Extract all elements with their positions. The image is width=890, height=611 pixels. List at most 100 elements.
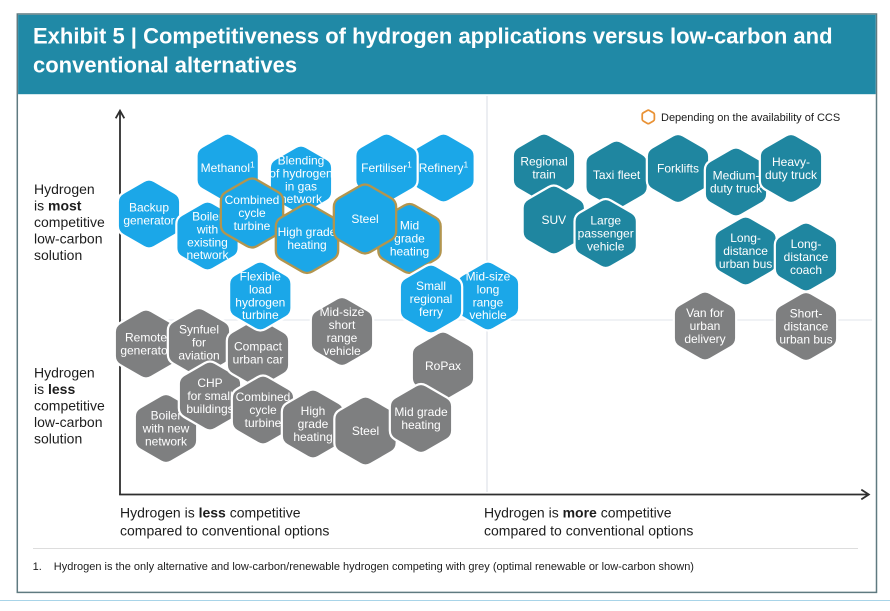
svg-text:conventional alternatives: conventional alternatives: [33, 53, 297, 78]
svg-text:Hydrogen: Hydrogen: [34, 364, 95, 380]
svg-text:Hydrogen is the only alternati: Hydrogen is the only alternative and low…: [54, 561, 694, 573]
svg-text:competitive: competitive: [34, 398, 105, 414]
svg-text:Steel: Steel: [352, 424, 379, 438]
svg-text:long: long: [477, 282, 500, 296]
svg-text:CHP: CHP: [197, 376, 222, 390]
svg-text:compared to conventional optio: compared to conventional options: [120, 523, 329, 539]
svg-text:delivery: delivery: [684, 332, 725, 346]
svg-text:Boiler: Boiler: [151, 409, 182, 423]
svg-text:vehicle: vehicle: [323, 344, 361, 358]
svg-text:distance: distance: [784, 250, 829, 264]
svg-text:network: network: [186, 248, 229, 262]
svg-text:grade: grade: [298, 417, 329, 431]
svg-text:cycle: cycle: [238, 206, 266, 220]
svg-text:passenger: passenger: [578, 226, 634, 240]
svg-text:Large: Large: [590, 214, 621, 228]
svg-text:Mid-size: Mid-size: [466, 270, 511, 284]
svg-text:turbine: turbine: [242, 308, 279, 322]
svg-text:Flexible: Flexible: [240, 270, 282, 284]
svg-text:grade: grade: [394, 231, 425, 245]
svg-text:Fertiliser1: Fertiliser1: [361, 159, 412, 175]
svg-text:regional: regional: [410, 292, 453, 306]
svg-text:coach: coach: [790, 263, 822, 277]
svg-text:High grade: High grade: [278, 225, 337, 239]
svg-text:Backup: Backup: [129, 201, 169, 215]
svg-text:Mid-size: Mid-size: [320, 305, 365, 319]
svg-text:turbine: turbine: [245, 416, 282, 430]
svg-text:ferry: ferry: [419, 305, 443, 319]
svg-text:Blending: Blending: [278, 154, 325, 168]
svg-text:Boiler: Boiler: [192, 210, 223, 224]
svg-text:short: short: [329, 318, 356, 332]
svg-text:heating: heating: [390, 244, 429, 258]
svg-text:cycle: cycle: [249, 403, 277, 417]
svg-text:High: High: [301, 404, 326, 418]
svg-text:is most: is most: [34, 197, 82, 213]
svg-text:load: load: [249, 282, 272, 296]
svg-text:Hydrogen is more competitive: Hydrogen is more competitive: [484, 505, 672, 521]
svg-text:duty truck: duty truck: [765, 168, 818, 182]
svg-text:network: network: [280, 192, 323, 206]
svg-text:heating: heating: [293, 430, 332, 444]
svg-text:in gas: in gas: [285, 179, 317, 193]
svg-text:hydrogen: hydrogen: [235, 295, 285, 309]
svg-text:Compact: Compact: [234, 339, 283, 353]
svg-text:for small: for small: [187, 389, 232, 403]
svg-text:competitive: competitive: [34, 214, 105, 230]
svg-text:Long-: Long-: [791, 237, 822, 251]
svg-text:is less: is less: [34, 381, 75, 397]
svg-text:Forklifts: Forklifts: [657, 161, 699, 175]
svg-text:Mid: Mid: [400, 219, 419, 233]
svg-text:urban bus: urban bus: [719, 257, 772, 271]
svg-text:Hydrogen is less competitive: Hydrogen is less competitive: [120, 505, 301, 521]
svg-text:Long-: Long-: [730, 231, 761, 245]
svg-text:SUV: SUV: [541, 213, 566, 227]
svg-text:urban bus: urban bus: [779, 332, 832, 346]
svg-text:turbine: turbine: [234, 219, 271, 233]
svg-text:Small: Small: [416, 279, 446, 293]
svg-text:buildings: buildings: [186, 402, 233, 416]
svg-text:urban car: urban car: [233, 352, 284, 366]
svg-text:Synfuel: Synfuel: [179, 323, 219, 337]
svg-text:Combined: Combined: [236, 390, 291, 404]
svg-text:low-carbon: low-carbon: [34, 414, 102, 430]
svg-text:distance: distance: [723, 244, 768, 258]
svg-text:Methanol1: Methanol1: [201, 159, 255, 175]
svg-text:vehicle: vehicle: [587, 239, 625, 253]
svg-text:heating: heating: [401, 418, 440, 432]
svg-text:low-carbon: low-carbon: [34, 231, 102, 247]
svg-text:compared to conventional optio: compared to conventional options: [484, 523, 693, 539]
svg-text:Combined: Combined: [225, 193, 280, 207]
svg-text:Medium-: Medium-: [713, 169, 760, 183]
svg-text:Taxi fleet: Taxi fleet: [593, 168, 641, 182]
svg-text:heating: heating: [287, 238, 326, 252]
svg-text:Depending on the availability: Depending on the availability of CCS: [661, 112, 840, 124]
svg-text:duty truck: duty truck: [710, 181, 763, 195]
svg-text:solution: solution: [34, 247, 82, 263]
svg-text:Mid grade: Mid grade: [394, 405, 448, 419]
svg-text:train: train: [532, 167, 555, 181]
svg-text:range: range: [473, 295, 504, 309]
svg-text:Hydrogen: Hydrogen: [34, 181, 95, 197]
svg-text:Steel: Steel: [351, 212, 378, 226]
svg-text:network: network: [145, 434, 188, 448]
svg-text:1.: 1.: [33, 561, 42, 573]
svg-text:Exhibit 5 | Competitiveness of: Exhibit 5 | Competitiveness of hydrogen …: [33, 24, 833, 49]
svg-text:Regional: Regional: [520, 155, 567, 169]
svg-text:generator: generator: [123, 213, 174, 227]
svg-text:of hydrogen: of hydrogen: [269, 167, 332, 181]
svg-text:aviation: aviation: [178, 348, 219, 362]
svg-text:range: range: [327, 331, 358, 345]
svg-text:RoPax: RoPax: [425, 359, 461, 373]
svg-text:solution: solution: [34, 431, 82, 447]
svg-text:Refinery1: Refinery1: [419, 159, 469, 175]
svg-text:Van for: Van for: [686, 306, 724, 320]
svg-text:vehicle: vehicle: [469, 308, 507, 322]
svg-text:Remote: Remote: [125, 330, 167, 344]
svg-text:urban: urban: [690, 319, 721, 333]
svg-text:Short-: Short-: [790, 307, 823, 321]
svg-text:with: with: [196, 223, 218, 237]
svg-text:distance: distance: [784, 319, 829, 333]
svg-text:generator: generator: [120, 343, 171, 357]
svg-text:with new: with new: [142, 421, 190, 435]
